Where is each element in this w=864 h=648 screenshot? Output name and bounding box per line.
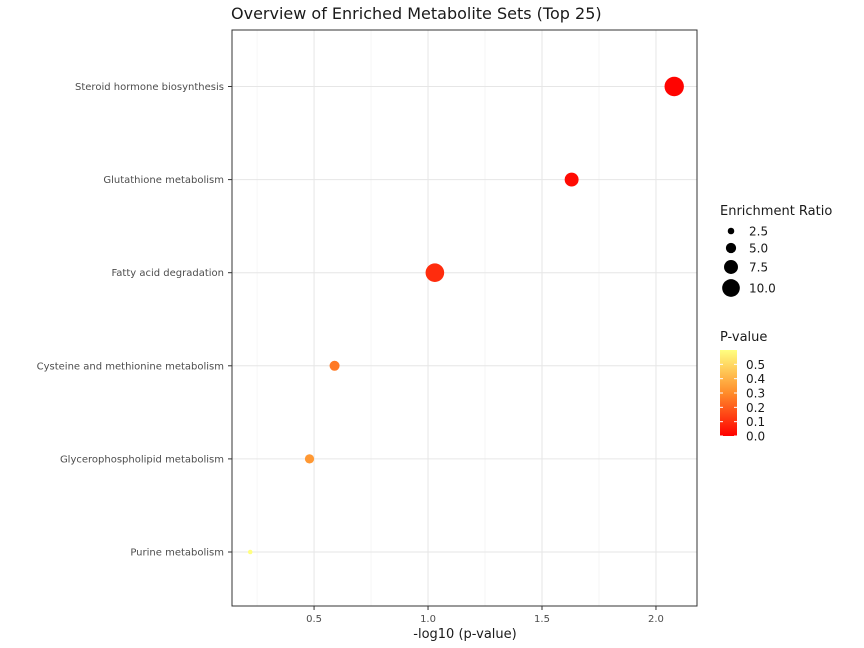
x-tick-label: 1.0 (420, 614, 436, 625)
y-tick-label: Purine metabolism (130, 548, 224, 559)
color-legend-label: 0.0 (746, 430, 765, 444)
y-tick-label: Steroid hormone biosynthesis (75, 82, 224, 93)
size-legend-key (727, 227, 735, 235)
color-legend-bar (720, 350, 737, 436)
x-axis-title: -log10 (p-value) (413, 627, 516, 642)
color-legend-label: 0.4 (746, 372, 765, 386)
size-legend-label: 7.5 (749, 261, 768, 275)
data-point (329, 360, 340, 371)
y-tick-label: Glutathione metabolism (103, 175, 224, 186)
x-tick-label: 0.5 (306, 614, 322, 625)
y-tick-label: Cysteine and methionine metabolism (37, 361, 224, 372)
size-legend-label: 5.0 (749, 242, 768, 256)
color-legend-label: 0.5 (746, 358, 765, 372)
data-point (564, 172, 579, 187)
color-legend-label: 0.3 (746, 387, 765, 401)
y-axis: Steroid hormone biosynthesis Glutathione … (37, 82, 232, 559)
color-legend-label: 0.1 (746, 415, 765, 429)
size-legend-key (722, 279, 740, 297)
chart-title: Overview of Enriched Metabolite Sets (To… (231, 4, 602, 23)
plot-panel-border (231, 29, 698, 607)
x-tick-label: 1.5 (534, 614, 550, 625)
size-legend-label: 10.0 (749, 282, 776, 296)
data-point (425, 263, 445, 283)
size-legend-title: Enrichment Ratio (720, 204, 832, 219)
x-tick-label: 2.0 (648, 614, 664, 625)
data-point (247, 549, 253, 555)
y-tick-label: Fatty acid degradation (111, 268, 224, 279)
size-legend-label: 2.5 (749, 225, 768, 239)
x-axis: 0.5 1.0 1.5 2.0 (306, 606, 664, 625)
size-legend-key (724, 260, 738, 274)
size-legend-key (725, 242, 737, 254)
data-point (664, 76, 684, 97)
size-legend: Enrichment Ratio 2.5 5.0 7.5 10.0 (720, 204, 832, 297)
grid (232, 30, 697, 606)
color-legend-label: 0.2 (746, 401, 765, 415)
y-tick-label: Glycerophospholipid metabolism (60, 454, 224, 465)
data-point (304, 454, 315, 464)
points (247, 76, 684, 555)
color-legend-title: P-value (720, 330, 767, 345)
color-legend: P-value 0.50.40.30.20.10.0 (720, 330, 767, 444)
